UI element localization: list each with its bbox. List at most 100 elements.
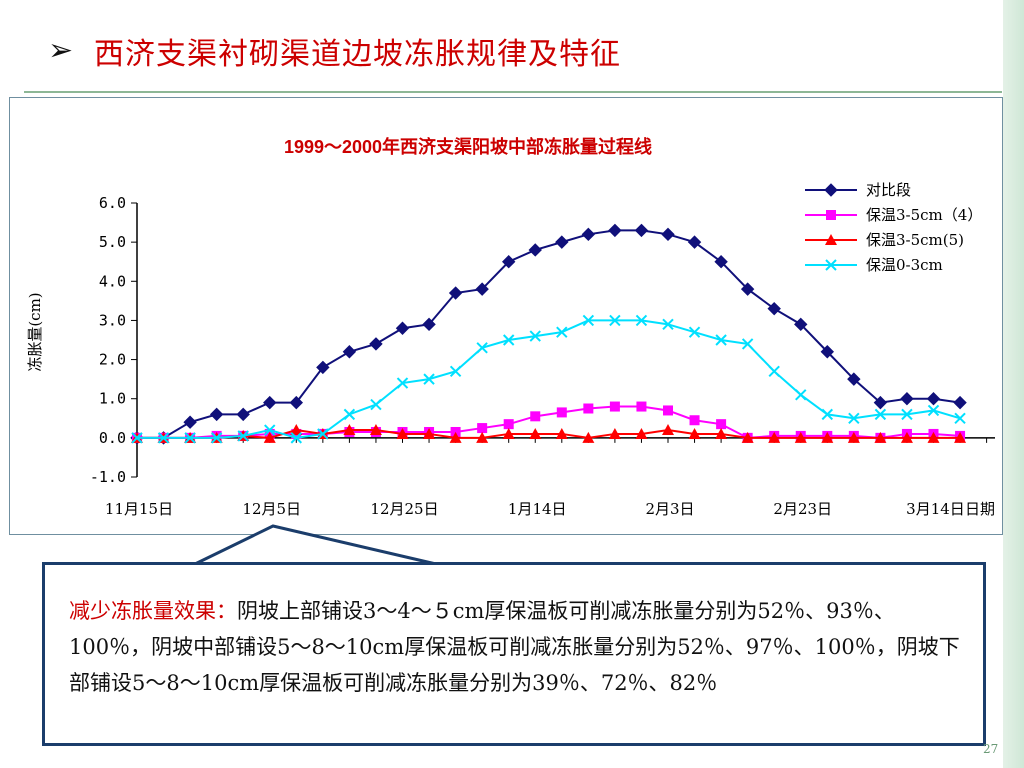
data-point xyxy=(529,330,541,342)
data-point xyxy=(263,431,276,443)
data-point xyxy=(581,227,596,242)
data-point xyxy=(342,345,357,359)
data-point-stroke xyxy=(556,326,568,338)
data-point xyxy=(794,317,808,332)
data-point xyxy=(953,395,967,410)
data-point xyxy=(317,428,329,440)
chart-axes: 6.0 5.0 4.0 3.0 2.0 1.0 0.0 -1.0 11月15日 12月5日 12月2… xyxy=(90,194,995,518)
page-number: 27 xyxy=(983,742,999,756)
x-tick-label: 11月15日 xyxy=(105,500,173,518)
data-point xyxy=(477,423,488,434)
data-point-stroke xyxy=(927,404,940,417)
data-point-stroke xyxy=(476,342,488,354)
data-point xyxy=(768,431,781,443)
data-point xyxy=(900,392,914,406)
data-point xyxy=(184,432,196,444)
slide-header: ➢ 西济支渠衬砌渠道边坡冻胀规律及特征 xyxy=(48,26,621,76)
data-point xyxy=(873,395,888,410)
decorative-side-strip xyxy=(1003,0,1024,768)
y-tick-label: 6.0 xyxy=(99,194,126,212)
series-1 xyxy=(130,223,967,445)
data-point xyxy=(609,401,620,412)
data-point xyxy=(689,415,700,426)
data-point xyxy=(316,360,330,375)
data-point xyxy=(661,227,675,242)
data-point-stroke xyxy=(502,334,515,346)
findings-callout: 减少冻胀量效果：阴坡上部铺设3～4～５cm厚保温板可削减冻胀量分别为52％、93… xyxy=(42,562,986,746)
data-point xyxy=(423,373,435,385)
data-point xyxy=(927,404,940,417)
data-point xyxy=(767,301,781,316)
y-tick-label: 3.0 xyxy=(99,311,126,329)
data-point xyxy=(582,431,595,443)
data-point xyxy=(687,235,702,249)
data-point xyxy=(131,432,143,444)
data-point-stroke xyxy=(343,408,356,421)
x-tick-label: 12月25日 xyxy=(370,500,438,518)
callout-label: 减少冻胀量效果： xyxy=(69,599,237,623)
data-point xyxy=(874,408,887,421)
callout-body: 阴坡上部铺设3～4～５cm厚保温板可削减冻胀量分别为52％、93％、100％，阴… xyxy=(69,599,960,695)
legend-label: 对比段 xyxy=(866,181,911,199)
data-point xyxy=(954,412,966,424)
data-point xyxy=(422,317,436,332)
data-point xyxy=(874,431,887,443)
legend-entry: 保温0-3cm xyxy=(805,256,943,274)
series-line xyxy=(137,429,961,439)
data-point xyxy=(343,408,356,421)
legend-entry: 对比段 xyxy=(805,181,911,199)
data-point xyxy=(529,427,542,439)
data-point xyxy=(475,282,489,296)
data-point xyxy=(927,431,940,443)
data-point-stroke xyxy=(825,259,837,271)
legend-label: 保温0-3cm xyxy=(866,256,943,274)
data-point xyxy=(663,405,673,416)
data-point xyxy=(714,255,728,269)
data-point xyxy=(716,419,727,430)
data-point-stroke xyxy=(423,373,435,385)
data-point xyxy=(476,431,489,443)
data-point-stroke xyxy=(264,424,276,436)
data-point-stroke xyxy=(609,314,621,327)
data-point-stroke xyxy=(874,408,887,421)
legend-label: 保温3-5cm(5) xyxy=(866,231,964,249)
data-point xyxy=(926,392,941,406)
data-point xyxy=(449,431,462,443)
data-point xyxy=(847,431,860,443)
data-point-stroke xyxy=(901,408,913,421)
y-tick-label: 0.0 xyxy=(99,429,126,447)
data-point xyxy=(396,377,409,389)
data-point xyxy=(820,345,835,359)
data-point-stroke xyxy=(184,432,196,444)
data-point xyxy=(825,234,837,245)
arrow-bullet-icon: ➢ xyxy=(48,33,74,68)
data-point xyxy=(635,314,648,327)
data-point xyxy=(715,334,727,346)
data-point xyxy=(555,235,569,249)
data-point xyxy=(210,432,223,444)
data-point xyxy=(290,424,303,436)
data-point xyxy=(900,431,913,443)
data-point xyxy=(476,342,488,354)
data-point xyxy=(583,403,594,414)
data-point xyxy=(157,432,170,444)
data-point xyxy=(396,427,409,439)
data-point-stroke xyxy=(848,412,860,424)
data-point xyxy=(582,314,595,327)
data-point xyxy=(370,398,382,411)
data-point xyxy=(794,431,807,443)
data-point xyxy=(448,286,463,300)
data-point xyxy=(848,412,860,424)
data-point xyxy=(237,430,249,442)
data-point xyxy=(609,314,621,327)
data-point xyxy=(556,407,567,418)
frost-heave-line-chart: 1999～2000年西济支渠阳坡中部冻胀量过程线 冻胀量(cm) 6.0 5.0 4… xyxy=(26,136,995,518)
data-point xyxy=(741,431,754,443)
data-point xyxy=(528,243,542,257)
x-tick-label: 3月14日 xyxy=(906,500,965,518)
data-point xyxy=(715,427,728,439)
data-point-stroke xyxy=(131,432,143,444)
data-point-stroke xyxy=(582,314,595,327)
data-point xyxy=(209,407,224,422)
data-point xyxy=(501,255,516,269)
